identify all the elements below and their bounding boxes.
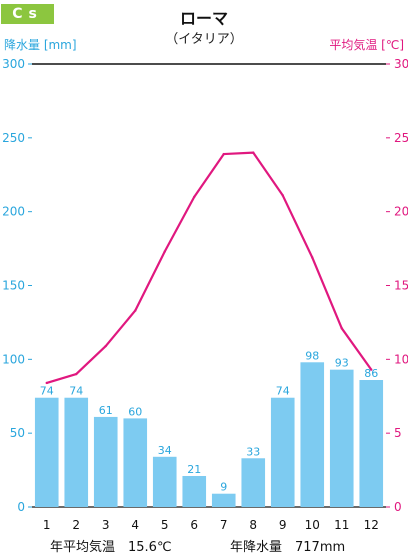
month-label: 9 bbox=[279, 518, 287, 532]
precip-bar bbox=[182, 475, 207, 507]
climate-class-badge: Cs bbox=[1, 4, 54, 24]
avg-temp-summary: 年平均気温 15.6℃ bbox=[50, 540, 172, 555]
precip-value-label: 74 bbox=[276, 385, 290, 398]
month-label: 2 bbox=[72, 518, 80, 532]
chart-title: ローマ bbox=[179, 9, 228, 28]
temp-tick-label: 30 bbox=[394, 57, 408, 71]
precip-bar bbox=[123, 418, 148, 507]
precip-bar bbox=[241, 458, 266, 507]
precip-value-label: 86 bbox=[364, 367, 378, 380]
precip-value-label: 93 bbox=[335, 357, 349, 370]
temperature-point bbox=[340, 327, 343, 330]
temperature-point bbox=[134, 309, 137, 312]
month-label: 1 bbox=[43, 518, 51, 532]
month-label: 8 bbox=[249, 518, 257, 532]
month-label: 3 bbox=[102, 518, 110, 532]
temp-tick-label: 5 bbox=[394, 426, 402, 440]
precip-bar bbox=[300, 362, 325, 507]
temperature-point bbox=[281, 194, 284, 197]
precip-bar bbox=[93, 416, 118, 507]
precip-value-label: 74 bbox=[69, 385, 83, 398]
temperature-point bbox=[104, 344, 107, 348]
precip-tick-label: 250 bbox=[2, 131, 25, 145]
temperature-point bbox=[222, 152, 225, 156]
precip-value-label: 60 bbox=[128, 405, 142, 418]
annual-precip-summary: 年降水量 717mm bbox=[230, 540, 346, 555]
temperature-point bbox=[163, 250, 166, 253]
precip-value-label: 21 bbox=[187, 463, 201, 476]
temperature-point bbox=[311, 256, 314, 259]
precip-tick-label: 100 bbox=[2, 352, 25, 366]
temperature-point bbox=[252, 151, 255, 154]
temp-tick-label: 10 bbox=[394, 352, 408, 366]
temperature-point bbox=[75, 372, 78, 376]
temp-axis-title: 平均気温 [℃] bbox=[329, 38, 404, 52]
temp-tick-label: 20 bbox=[394, 205, 408, 219]
temp-tick-label: 25 bbox=[394, 131, 408, 145]
temperature-line bbox=[46, 151, 373, 385]
month-label: 7 bbox=[220, 518, 228, 532]
precip-tick-label: 300 bbox=[2, 57, 25, 71]
precip-value-label: 61 bbox=[99, 404, 113, 417]
precip-tick-label: 200 bbox=[2, 205, 25, 219]
temperature-point bbox=[45, 381, 48, 385]
precip-value-label: 74 bbox=[40, 385, 54, 398]
precip-value-label: 9 bbox=[220, 481, 227, 494]
precip-tick-label: 0 bbox=[17, 500, 25, 514]
month-label: 12 bbox=[364, 518, 379, 532]
precip-bar bbox=[270, 397, 295, 507]
precip-tick-label: 150 bbox=[2, 279, 25, 293]
chart-subtitle: （イタリア） bbox=[165, 32, 243, 47]
month-label: 10 bbox=[305, 518, 320, 532]
precip-value-label: 33 bbox=[246, 445, 260, 458]
temp-tick-label: 15 bbox=[394, 279, 408, 293]
precip-bar bbox=[329, 369, 354, 507]
precip-bar bbox=[152, 456, 177, 507]
month-label: 4 bbox=[131, 518, 139, 532]
precip-bar bbox=[64, 397, 89, 507]
temp-tick-label: 0 bbox=[394, 500, 402, 514]
precip-axis-title: 降水量 [mm] bbox=[4, 38, 77, 52]
precip-bar bbox=[211, 493, 236, 507]
precip-value-label: 34 bbox=[158, 444, 172, 457]
precip-bar bbox=[34, 397, 59, 507]
month-label: 11 bbox=[334, 518, 349, 532]
precip-tick-label: 50 bbox=[10, 426, 25, 440]
temperature-point bbox=[193, 195, 196, 199]
precip-bar bbox=[359, 380, 384, 507]
temperature-point bbox=[370, 368, 373, 371]
month-label: 5 bbox=[161, 518, 169, 532]
month-label: 6 bbox=[190, 518, 198, 532]
precip-value-label: 98 bbox=[305, 349, 319, 362]
